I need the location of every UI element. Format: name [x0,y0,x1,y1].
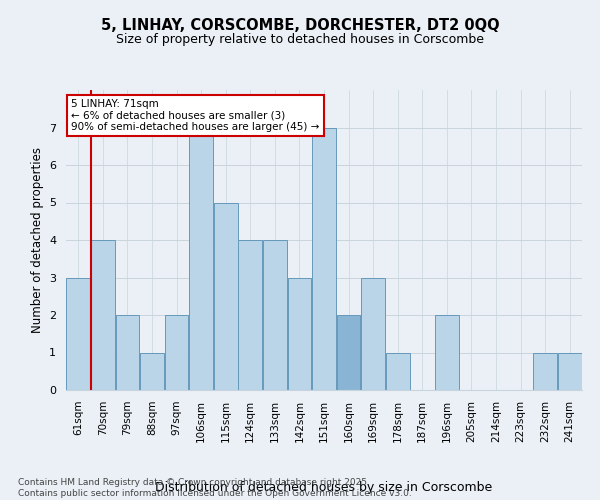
Bar [116,315,139,390]
Bar [312,128,336,390]
Text: 5, LINHAY, CORSCOMBE, DORCHESTER, DT2 0QQ: 5, LINHAY, CORSCOMBE, DORCHESTER, DT2 0Q… [101,18,499,32]
Bar [140,352,164,390]
Bar [386,352,410,390]
Bar [238,240,262,390]
Bar [361,278,385,390]
Bar [189,128,213,390]
Bar [91,240,115,390]
Text: 5 LINHAY: 71sqm
← 6% of detached houses are smaller (3)
90% of semi-detached hou: 5 LINHAY: 71sqm ← 6% of detached houses … [71,99,320,132]
Text: Contains HM Land Registry data © Crown copyright and database right 2025.
Contai: Contains HM Land Registry data © Crown c… [18,478,412,498]
Y-axis label: Number of detached properties: Number of detached properties [31,147,44,333]
Bar [287,278,311,390]
X-axis label: Distribution of detached houses by size in Corscombe: Distribution of detached houses by size … [155,480,493,494]
Bar [164,315,188,390]
Text: Size of property relative to detached houses in Corscombe: Size of property relative to detached ho… [116,32,484,46]
Bar [435,315,459,390]
Bar [337,315,361,390]
Bar [263,240,287,390]
Bar [214,202,238,390]
Bar [67,278,90,390]
Bar [533,352,557,390]
Bar [558,352,581,390]
